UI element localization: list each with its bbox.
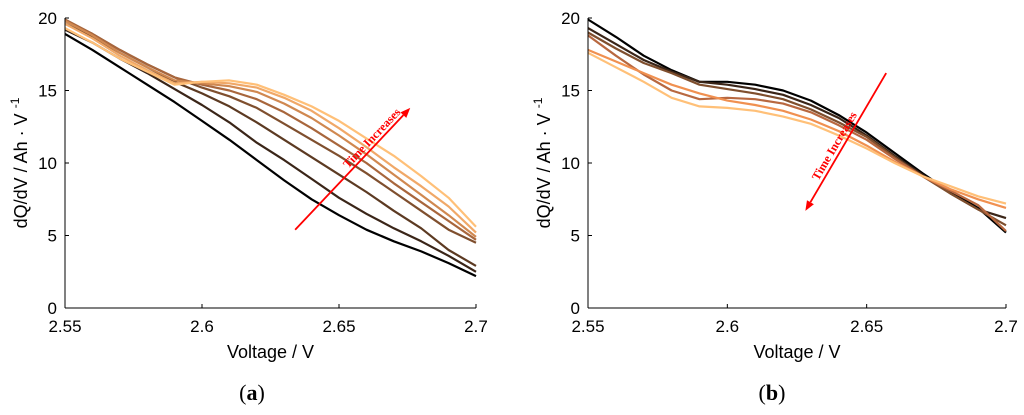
tick-layer: 2.55 2.6 2.65 2.7 0 5 10 15 20 xyxy=(38,9,488,336)
series-layer xyxy=(64,18,477,278)
x-axis-label: Voltage / V xyxy=(753,342,840,362)
y-axis-label-text: dQ/dV / Ah · V xyxy=(11,113,31,228)
series-line-1 xyxy=(587,18,1007,234)
y-tick-label: 20 xyxy=(38,9,57,28)
chart-panel-a: 2.55 2.6 2.65 2.7 0 5 10 15 20 Voltage / V dQ/dV… xyxy=(8,9,488,362)
y-tick-label: 5 xyxy=(571,227,580,246)
y-axis-label-superscript: -1 xyxy=(8,97,22,108)
x-tick-label: 2.55 xyxy=(571,317,604,336)
series-line-1 xyxy=(64,32,477,278)
y-tick-label: 0 xyxy=(571,299,580,318)
y-tick-label: 15 xyxy=(561,82,580,101)
series-line-6 xyxy=(587,51,1007,205)
y-tick-label: 0 xyxy=(48,299,57,318)
series-line-3 xyxy=(587,31,1007,227)
y-axis-label-text: dQ/dV / Ah · V xyxy=(534,113,554,228)
x-tick-label: 2.6 xyxy=(190,317,214,336)
y-axis-label-superscript: -1 xyxy=(531,97,545,108)
x-tick-label: 2.6 xyxy=(716,317,740,336)
x-tick-label: 2.65 xyxy=(322,317,355,336)
series-line-7 xyxy=(64,22,477,234)
panel-label-b: (b) xyxy=(759,380,786,405)
x-tick-label: 2.65 xyxy=(850,317,883,336)
series-layer xyxy=(587,18,1007,234)
series-line-8 xyxy=(64,27,477,228)
series-line-5 xyxy=(64,18,477,241)
y-tick-label: 10 xyxy=(561,154,580,173)
annotation-text: Time Increases xyxy=(340,105,403,171)
series-line-6 xyxy=(64,19,477,238)
panel-label-a: (a) xyxy=(239,380,265,405)
y-tick-label: 15 xyxy=(38,82,57,101)
x-tick-label: 2.55 xyxy=(48,317,81,336)
series-line-2 xyxy=(64,28,477,273)
x-axis-label: Voltage / V xyxy=(227,342,314,362)
annotation-arrowhead xyxy=(805,200,814,211)
y-tick-label: 5 xyxy=(48,227,57,246)
annotation-arrow xyxy=(809,72,887,203)
x-tick-label: 2.7 xyxy=(464,317,488,336)
y-tick-label: 20 xyxy=(561,9,580,28)
series-line-5 xyxy=(587,48,1007,209)
annotation-arrow xyxy=(294,114,405,231)
tick-layer: 2.55 2.6 2.65 2.7 0 5 10 15 20 xyxy=(561,9,1018,336)
y-axis-label: dQ/dV / Ah · V -1 xyxy=(531,97,554,228)
chart-panel-b: 2.55 2.6 2.65 2.7 0 5 10 15 20 Voltage / V dQ/dV… xyxy=(531,9,1018,362)
y-axis-label: dQ/dV / Ah · V -1 xyxy=(8,97,31,228)
annotation-arrowhead xyxy=(400,107,411,118)
y-tick-label: 10 xyxy=(38,154,57,173)
x-tick-label: 2.7 xyxy=(994,317,1018,336)
